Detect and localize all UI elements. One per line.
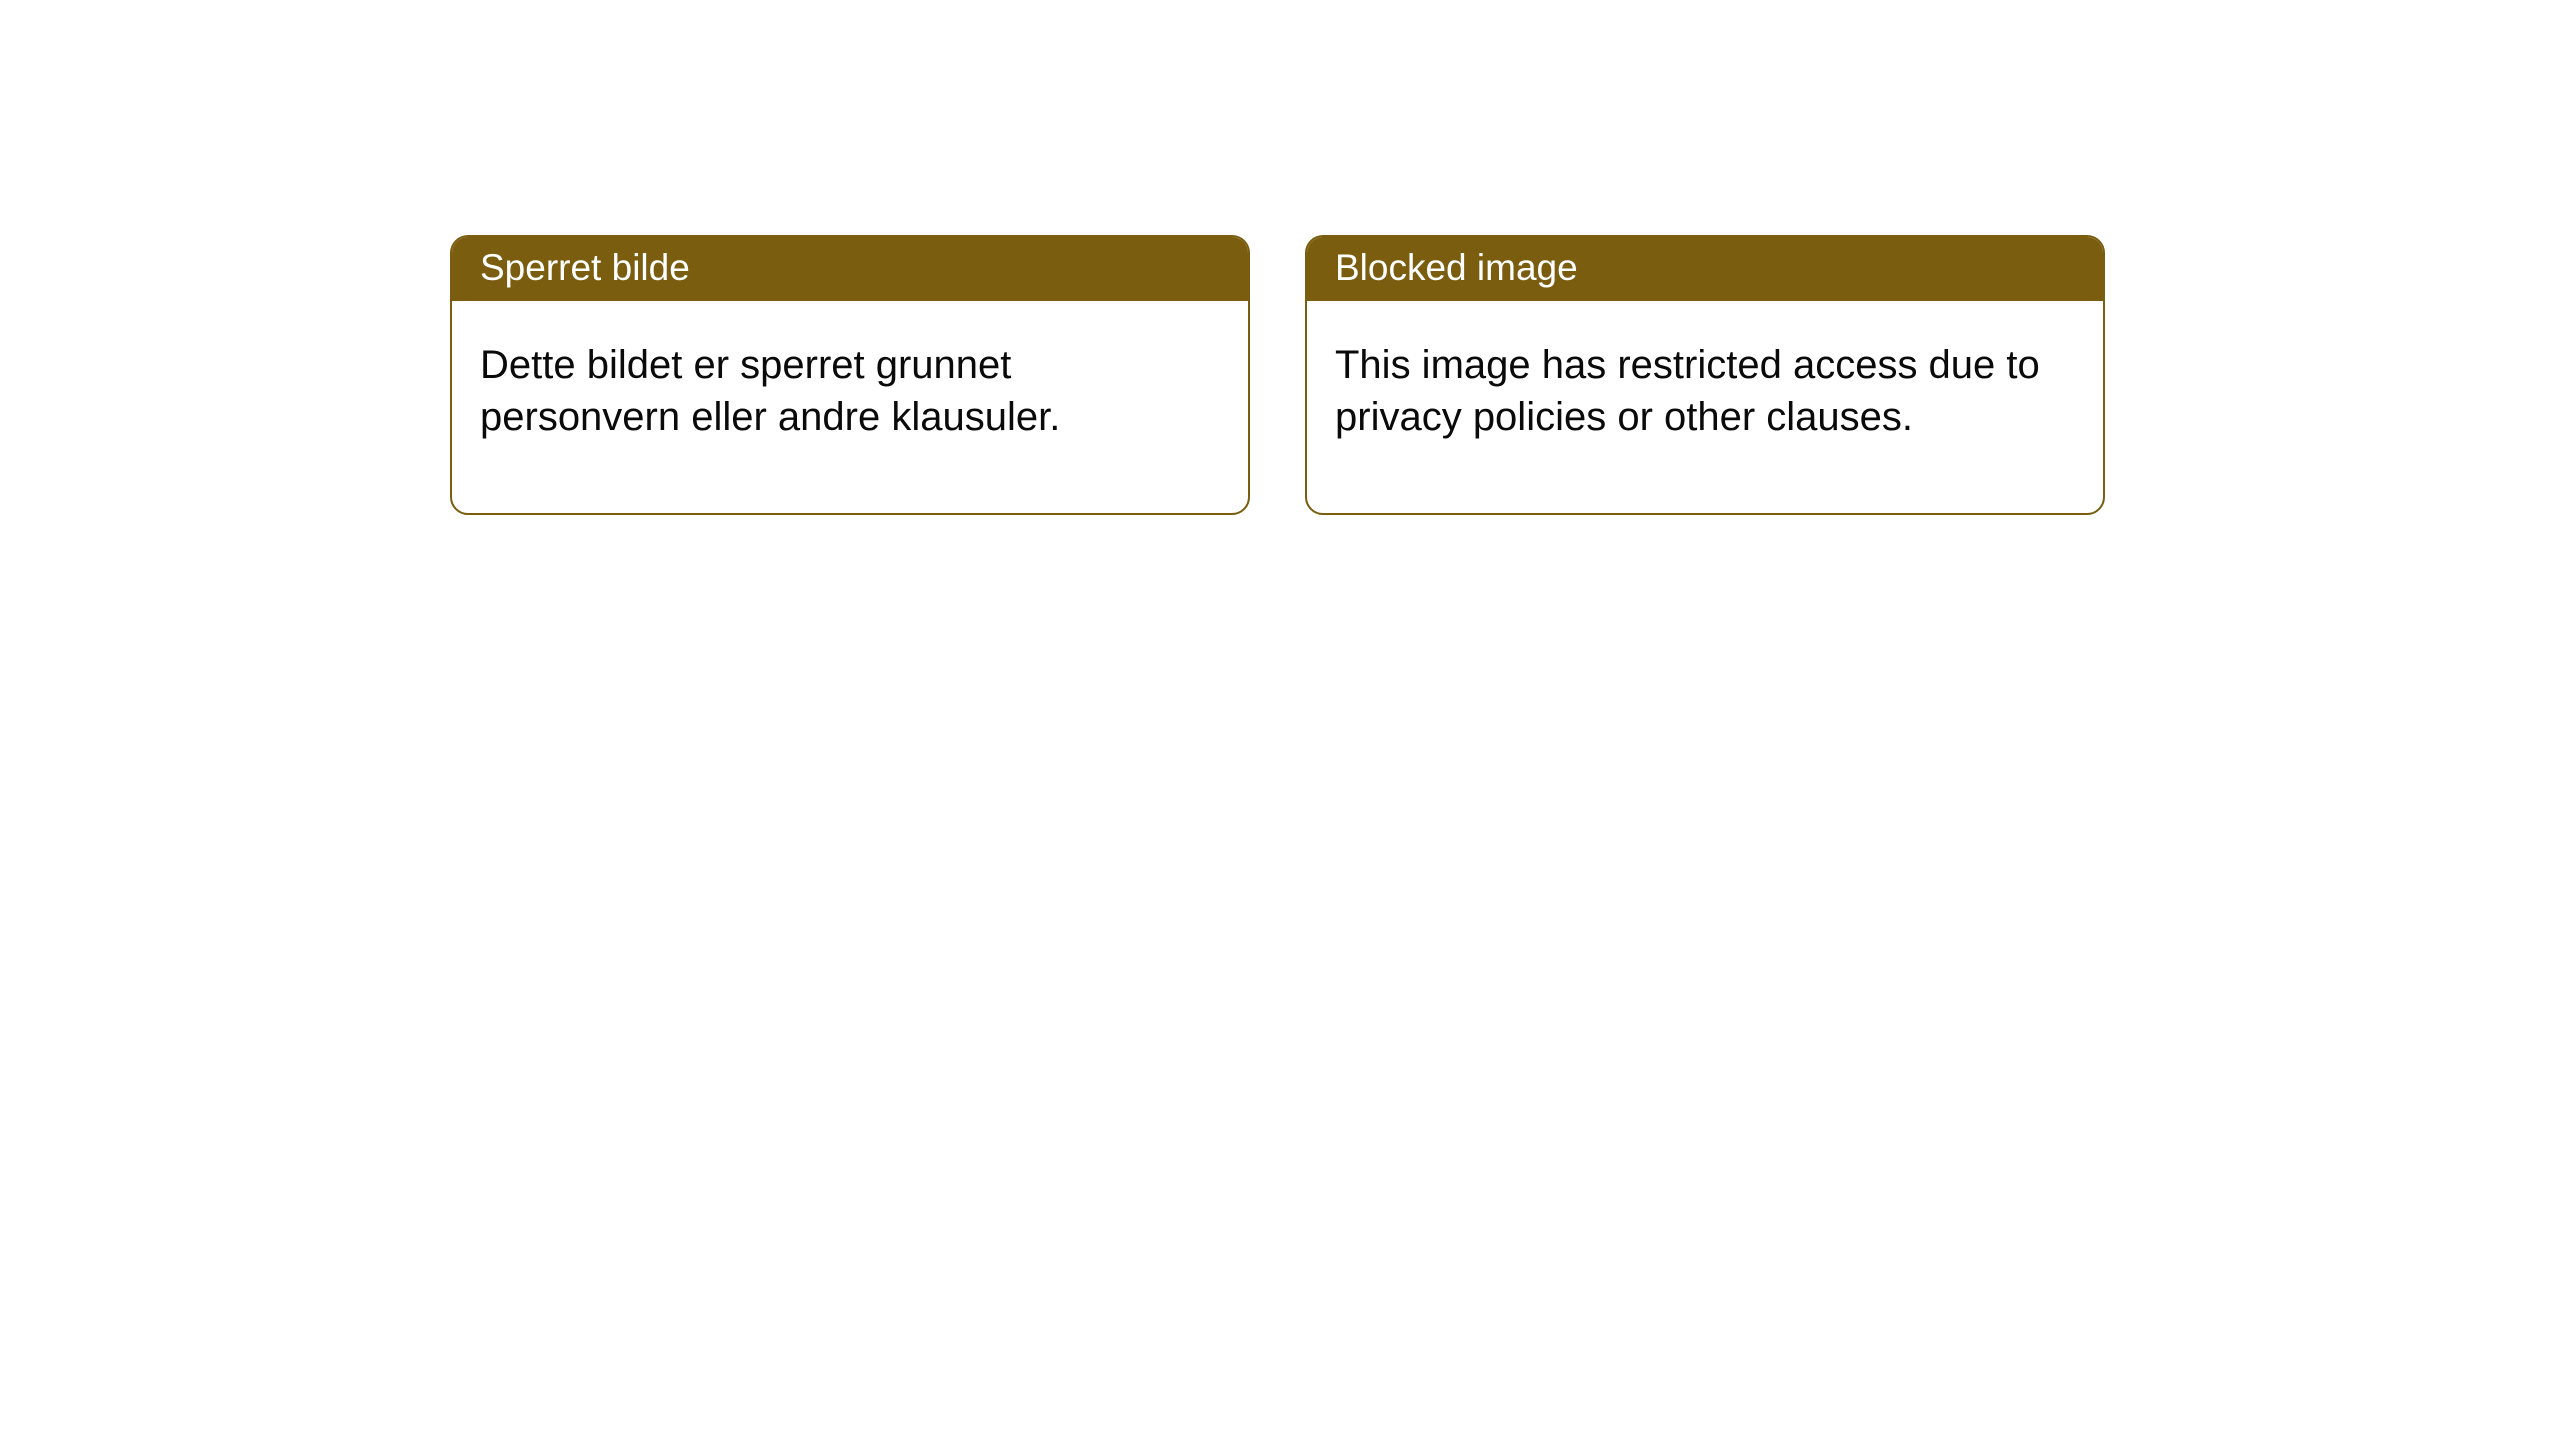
card-body: This image has restricted access due to … [1307, 301, 2103, 513]
card-header: Blocked image [1307, 237, 2103, 301]
card-body: Dette bildet er sperret grunnet personve… [452, 301, 1248, 513]
notice-card-norwegian: Sperret bilde Dette bildet er sperret gr… [450, 235, 1250, 515]
notice-cards-container: Sperret bilde Dette bildet er sperret gr… [0, 0, 2560, 515]
notice-card-english: Blocked image This image has restricted … [1305, 235, 2105, 515]
card-header: Sperret bilde [452, 237, 1248, 301]
